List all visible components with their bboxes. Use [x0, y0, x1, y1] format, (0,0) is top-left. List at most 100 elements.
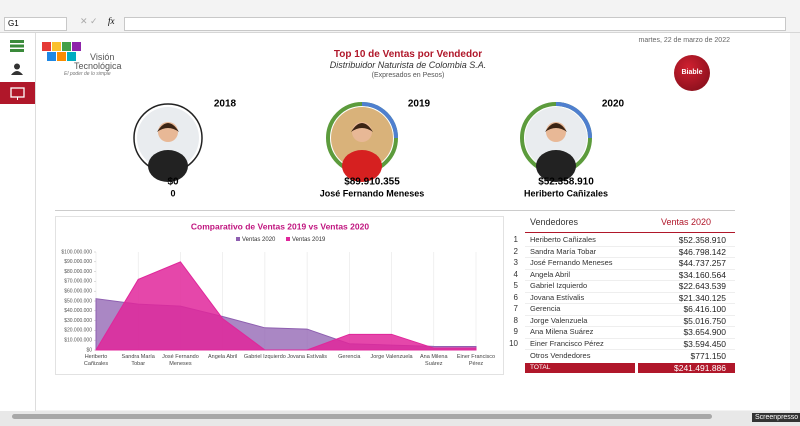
seller-name: Ana Milena Suárez [530, 327, 594, 336]
legend-swatch [236, 237, 240, 241]
x-tick-label: Gerencia [338, 354, 361, 360]
other-name: Otros Vendedores [530, 351, 591, 360]
brand-logo: Biable [674, 55, 710, 91]
user-glyph [11, 63, 23, 75]
row-rule [525, 326, 735, 327]
year-label: 2019 [408, 99, 431, 110]
rank: 5 [513, 281, 518, 290]
seller-name: Heriberto Cañizales [524, 188, 608, 198]
seller-value: $44.737.257 [678, 258, 726, 268]
photo-hair [545, 123, 567, 132]
rank: 2 [513, 246, 518, 256]
photo-body [148, 150, 188, 182]
seller-name: Gerencia [530, 304, 561, 313]
row-rule [525, 303, 735, 304]
photo-ring-arc [555, 102, 592, 139]
y-tick-label: $80.000.000 [64, 269, 92, 275]
x-tick-label: Gabriel Izquierdo [243, 354, 286, 360]
logo-text: Visión [90, 52, 115, 62]
name-box[interactable]: G1 [4, 17, 67, 31]
seller-amount: $52.358.910 [538, 177, 594, 188]
seller-value: $3.654.900 [683, 327, 726, 337]
seller-name: Jorge Valenzuela [530, 315, 588, 325]
seller-value: $52.358.910 [678, 235, 726, 245]
fx-label: fx [108, 16, 115, 26]
row-rule [525, 268, 735, 270]
logo-tagline: El poder de lo simple [64, 71, 111, 77]
y-tick-label: $100.000.000 [61, 249, 92, 255]
active-tab[interactable] [0, 82, 35, 104]
divider [55, 210, 735, 211]
x-tick-label: Heriberto Cañizales [83, 354, 109, 367]
row-rule [525, 349, 735, 350]
seller-value: $5.016.750 [683, 315, 726, 326]
seller-name: Jovana Estívalis [530, 292, 585, 302]
seller-name: Heriberto Cañizales [530, 235, 596, 244]
seller-name: José Fernando Meneses [530, 258, 613, 267]
row-rule [525, 245, 735, 247]
subtitle: Distribuidor Naturista de Colombia S.A. [329, 60, 487, 70]
y-tick-label: $40.000.000 [64, 308, 92, 314]
total-label: TOTAL [530, 364, 551, 371]
seller-name: Angela Abril [530, 269, 571, 279]
y-tick-label: $30.000.000 [64, 318, 92, 324]
x-tick-label: Jovana Estívalis [287, 354, 327, 360]
x-tick-label: Jorge Valenzuela [370, 354, 413, 360]
rank: 6 [513, 292, 518, 302]
seller-amount: $89.910.355 [344, 177, 400, 188]
date: martes, 22 de marzo de 2022 [638, 37, 730, 44]
y-tick-label: $0 [86, 347, 92, 353]
user-icon[interactable] [10, 62, 24, 75]
row-rule [525, 314, 735, 316]
seller-name: Gabriel Izquierdo [530, 281, 588, 290]
row-rule [525, 291, 735, 293]
total-bg [525, 363, 635, 373]
rank: 7 [513, 304, 518, 313]
presentation-glyph [10, 87, 25, 100]
photo-hair [351, 123, 373, 132]
row-rule [525, 257, 735, 258]
logo-squares [42, 42, 81, 61]
formula-icons: ✕ ✓ [80, 16, 98, 26]
photo-body [342, 150, 382, 182]
seller-value: $34.160.564 [678, 269, 726, 280]
y-tick-label: $90.000.000 [64, 259, 92, 265]
area-series [95, 261, 477, 351]
total-value: $241.491.886 [674, 363, 726, 373]
rank: 9 [513, 327, 518, 336]
x-tick-label: José Fernando Meneses [162, 354, 199, 367]
seller-name: José Fernando Meneses [320, 188, 425, 198]
rank: 4 [513, 269, 518, 279]
formula-input[interactable] [124, 17, 786, 31]
legend-label: Ventas 2020 [242, 237, 276, 243]
row-rule [525, 280, 735, 281]
seller-value: $22.643.539 [678, 281, 726, 291]
total-bg [638, 363, 735, 373]
seller-value: $21.340.125 [678, 292, 726, 303]
note: (Expresados en Pesos) [371, 72, 445, 79]
table-header: Vendedores [530, 217, 579, 227]
rank: 3 [513, 258, 518, 267]
year-label: 2020 [602, 99, 625, 110]
x-tick-label: Ana Milena Suárez [420, 354, 448, 367]
logo-text: Tecnológica [74, 61, 122, 71]
seller-amount: $0 [167, 177, 179, 188]
seller-name: Einer Francisco Pérez [530, 338, 604, 348]
watermark: Screenpresso [752, 413, 800, 422]
x-tick-label: Einer Francisco Pérez [456, 354, 496, 367]
y-tick-label: $60.000.000 [64, 289, 92, 295]
legend-swatch [286, 237, 290, 241]
seller-value: $3.594.450 [683, 338, 726, 349]
rank: 1 [513, 235, 518, 244]
table-rule [525, 232, 735, 233]
menu-icon[interactable] [10, 40, 24, 52]
rank: 8 [513, 315, 518, 325]
other-value: $771.150 [690, 351, 726, 361]
x-tick-label: Angela Abril [207, 354, 238, 360]
y-tick-label: $70.000.000 [64, 279, 92, 285]
year-label: 2018 [214, 99, 237, 110]
scroll-thumb[interactable] [12, 414, 712, 419]
photo-ring-arc [361, 102, 398, 139]
seller-name: 0 [170, 188, 175, 198]
